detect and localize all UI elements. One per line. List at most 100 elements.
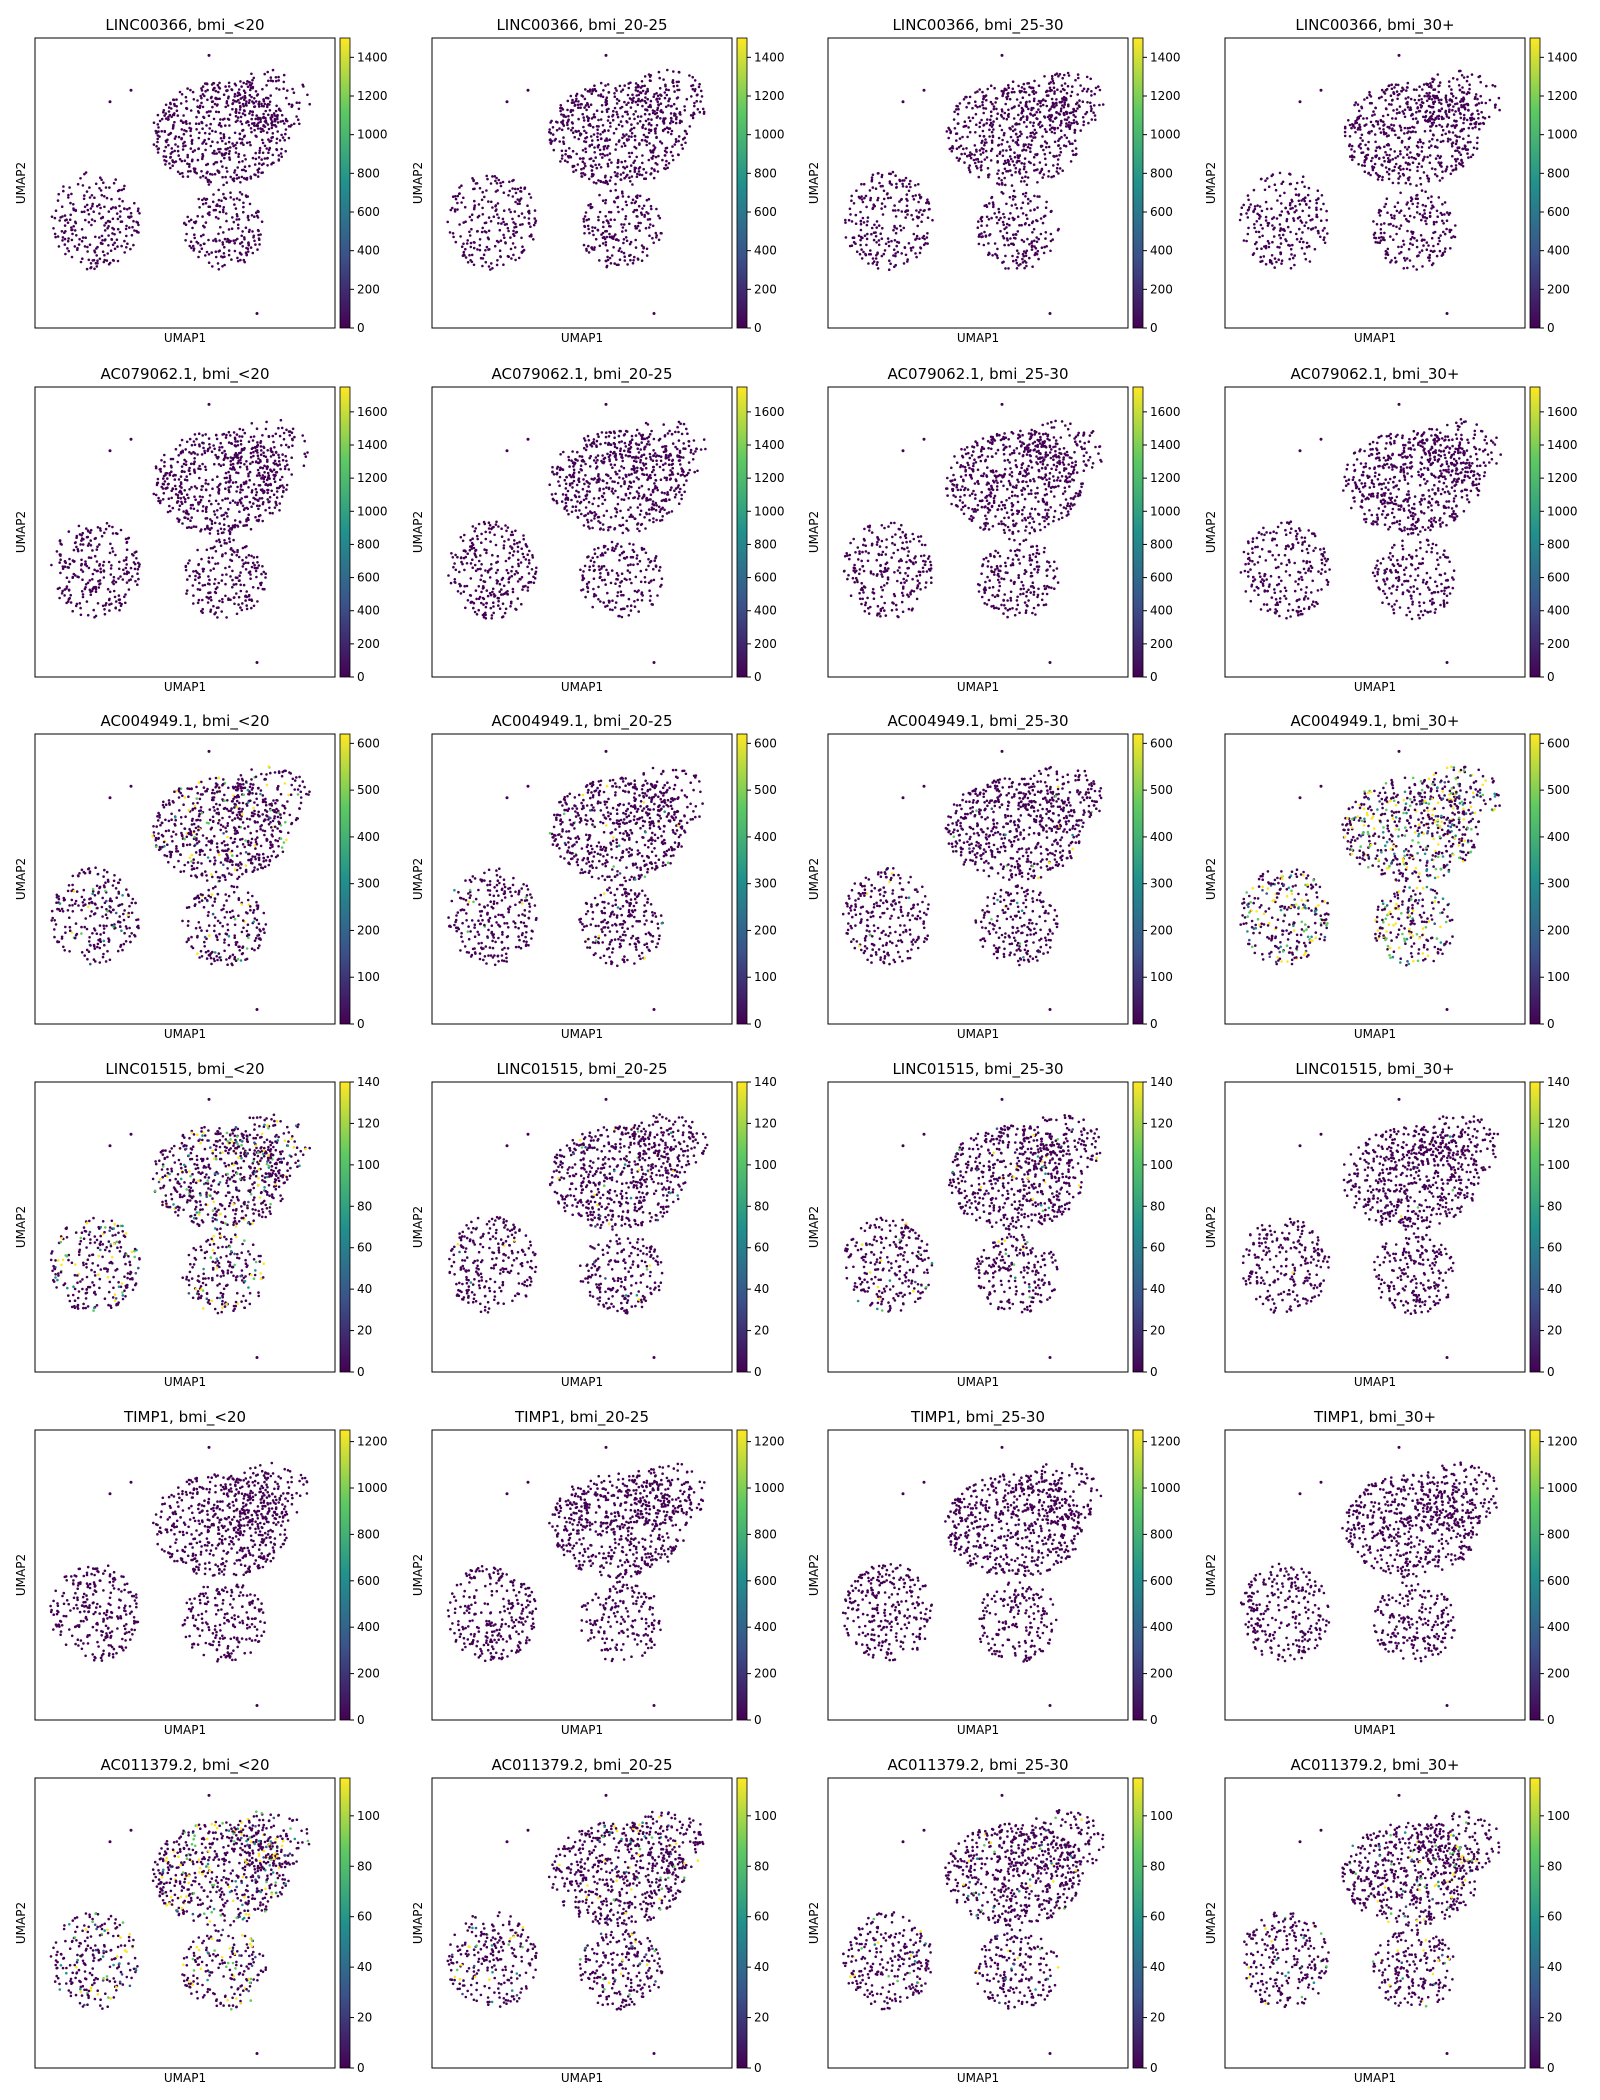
- cell-point: [985, 150, 988, 153]
- cell-point: [978, 176, 981, 179]
- cell-point: [181, 172, 184, 175]
- cell-point: [1074, 154, 1077, 157]
- cell-point: [550, 132, 553, 135]
- cell-point: [454, 195, 457, 198]
- cell-point: [253, 77, 256, 80]
- cell-point: [576, 93, 579, 96]
- cell-point: [252, 157, 255, 160]
- cell-point: [585, 109, 588, 112]
- cell-point: [1011, 204, 1014, 207]
- cell-point: [218, 151, 221, 154]
- cell-point: [926, 198, 929, 201]
- cell-point: [865, 206, 868, 209]
- cell-point: [117, 228, 120, 231]
- cell-point: [1025, 265, 1028, 268]
- cell-point: [198, 137, 201, 140]
- umap-panel: LINC00366, bmi_25-30UMAP1UMAP20200400600…: [807, 16, 1181, 345]
- cell-point: [257, 234, 260, 237]
- cell-point: [257, 216, 260, 219]
- cell-point: [649, 80, 652, 83]
- cell-point: [1023, 180, 1026, 183]
- cell-point: [285, 128, 288, 131]
- cell-point: [297, 118, 300, 121]
- cell-point: [599, 211, 602, 214]
- x-axis-label: UMAP1: [164, 331, 206, 345]
- cell-point: [83, 210, 86, 213]
- cell-point: [1429, 111, 1432, 114]
- cell-point: [113, 182, 116, 185]
- cell-point: [93, 259, 96, 262]
- cell-point: [1035, 117, 1038, 120]
- cell-point: [469, 216, 472, 219]
- cell-point: [1271, 254, 1274, 257]
- cell-point: [1042, 149, 1045, 152]
- cell-point: [486, 178, 489, 181]
- cell-point: [641, 162, 644, 165]
- cell-point: [481, 231, 484, 234]
- cell-point: [1094, 119, 1097, 122]
- cell-point: [235, 115, 238, 118]
- cell-point: [965, 96, 968, 99]
- cell-point: [1075, 147, 1078, 150]
- cell-point: [1265, 201, 1268, 204]
- cell-point: [970, 157, 973, 160]
- cell-point: [594, 156, 597, 159]
- colorbar-tick-label: 1200: [754, 89, 785, 103]
- cell-point: [506, 100, 509, 103]
- cell-point: [967, 126, 970, 129]
- cell-point: [1019, 131, 1022, 134]
- cell-point: [606, 181, 609, 184]
- cell-point: [1093, 104, 1096, 107]
- cell-point: [651, 167, 654, 170]
- cell-point: [248, 101, 251, 104]
- cell-point: [519, 224, 522, 227]
- cell-point: [228, 141, 231, 144]
- cell-point: [1069, 112, 1072, 115]
- cell-point: [195, 172, 198, 175]
- cell-point: [58, 245, 61, 248]
- cell-point: [1012, 88, 1015, 91]
- cell-point: [234, 132, 237, 135]
- cell-point: [283, 74, 286, 77]
- cell-point: [872, 203, 875, 206]
- cell-point: [1052, 155, 1055, 158]
- cell-point: [617, 206, 620, 209]
- cell-point: [157, 123, 160, 126]
- cell-point: [128, 216, 131, 219]
- cell-point: [125, 228, 128, 231]
- cell-point: [286, 120, 289, 123]
- cell-point: [602, 131, 605, 134]
- cell-point: [520, 190, 523, 193]
- cell-point: [250, 118, 253, 121]
- cell-point: [275, 80, 278, 83]
- cell-point: [601, 156, 604, 159]
- cell-point: [533, 217, 536, 220]
- cell-point: [264, 103, 267, 106]
- cell-point: [683, 105, 686, 108]
- cell-point: [255, 100, 258, 103]
- colorbar: [340, 38, 350, 328]
- cell-point: [243, 261, 246, 264]
- colorbar-tick-label: 800: [357, 166, 380, 180]
- cell-point: [77, 183, 80, 186]
- cell-point: [260, 158, 263, 161]
- cell-point: [1053, 86, 1056, 89]
- cell-point: [235, 110, 238, 113]
- cell-point: [630, 106, 633, 109]
- cell-point: [514, 246, 517, 249]
- cell-point: [983, 244, 986, 247]
- cell-point: [1081, 90, 1084, 93]
- cell-point: [1033, 80, 1036, 83]
- cell-point: [1001, 139, 1004, 142]
- cell-point: [275, 110, 278, 113]
- cell-point: [574, 104, 577, 107]
- cell-point: [1029, 200, 1032, 203]
- cell-point: [490, 182, 493, 185]
- cell-point: [609, 152, 612, 155]
- cell-point: [693, 102, 696, 105]
- cell-point: [528, 193, 531, 196]
- cell-point: [1082, 100, 1085, 103]
- cell-point: [1066, 92, 1069, 95]
- cell-point: [298, 108, 301, 111]
- cell-point: [466, 242, 469, 245]
